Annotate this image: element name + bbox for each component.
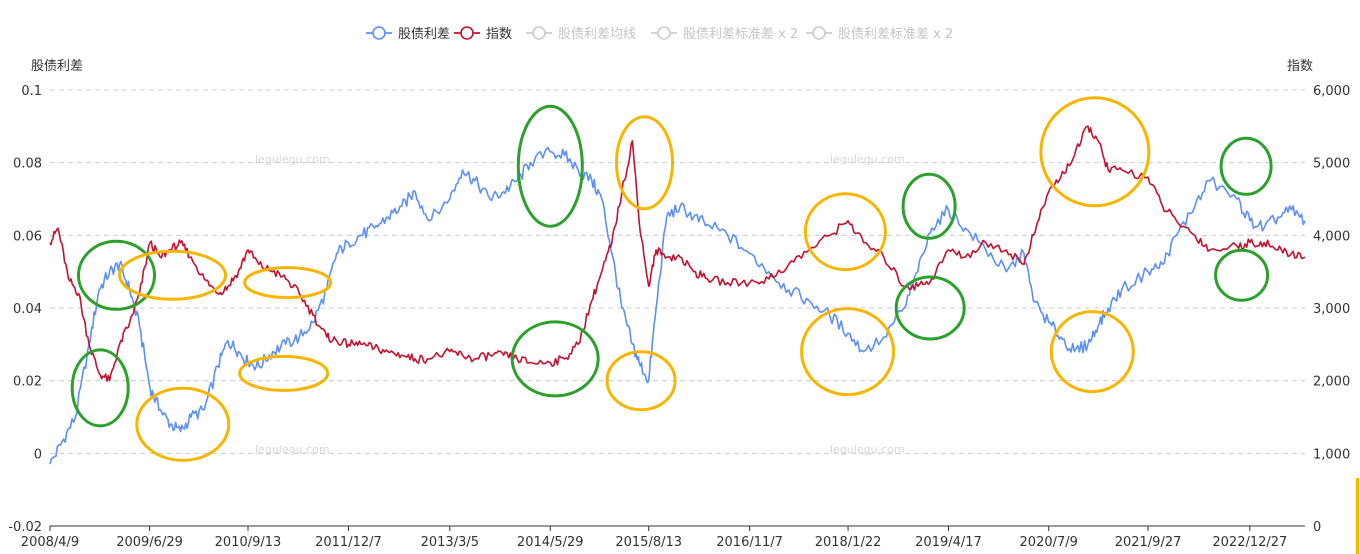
watermark-text: legulegu.com — [830, 443, 905, 456]
left-tick-label: 0 — [34, 447, 42, 462]
legend-item[interactable]: 股债利差 — [366, 26, 450, 42]
legend-item[interactable]: 股债利差标准差 x 2 — [651, 26, 798, 42]
annotation-circle — [516, 104, 584, 228]
right-tick-label: 1,000 — [1313, 447, 1350, 462]
annotation-circle — [1049, 310, 1135, 394]
left-axis-name: 股债利差 — [31, 59, 83, 74]
x-tick-label: 2008/4/9 — [21, 535, 79, 550]
right-tick-label: 5,000 — [1313, 157, 1350, 172]
annotation-circle — [615, 115, 674, 211]
legend-label: 指数 — [486, 27, 512, 42]
annotation-circle — [1039, 96, 1151, 208]
legend-item[interactable]: 指数 — [454, 26, 512, 42]
right-tick-label: 4,000 — [1313, 229, 1350, 244]
legend-label: 股债利差 — [398, 27, 450, 42]
legend-label: 股债利差标准差 x 2 — [838, 27, 953, 42]
annotation-circle — [135, 386, 231, 462]
annotation-circle — [803, 192, 887, 272]
watermark-text: legulegu.com — [255, 443, 330, 456]
x-tick-label: 2018/1/22 — [815, 535, 882, 550]
annotation-circle — [1214, 248, 1270, 302]
left-tick-label: 0.1 — [21, 84, 42, 99]
annotation-circle — [605, 350, 677, 412]
legend-circle-icon — [532, 26, 546, 40]
left-tick-label: 0.06 — [13, 229, 42, 244]
x-tick-label: 2019/4/17 — [915, 535, 982, 550]
x-tick-label: 2011/12/7 — [315, 535, 382, 550]
x-tick-label: 2009/6/29 — [116, 535, 183, 550]
annotation-circle — [800, 307, 896, 397]
series-lines — [49, 125, 1306, 465]
right-tick-label: 0 — [1313, 520, 1321, 535]
left-tick-label: 0.04 — [13, 302, 42, 317]
x-tick-label: 2021/9/27 — [1115, 535, 1182, 550]
right-axis-name: 指数 — [1287, 59, 1313, 74]
legend[interactable]: 股债利差 指数 股债利差均线 股债利差标准差 x 2 股债利差标准差 x 2 — [366, 26, 953, 42]
annotation-circle — [238, 354, 330, 392]
scroll-indicator — [1356, 478, 1359, 554]
legend-circle-icon — [812, 26, 826, 40]
series-line-index — [49, 125, 1306, 382]
x-tick-label: 2015/8/13 — [615, 535, 682, 550]
annotation-circle — [901, 172, 957, 240]
left-tick-label: 0.08 — [13, 157, 42, 172]
left-tick-label: -0.02 — [8, 520, 42, 535]
x-tick-label: 2016/11/7 — [716, 535, 783, 550]
annotation-circle — [77, 239, 156, 311]
grid-lines — [50, 89, 1305, 454]
annotation-circle — [894, 275, 966, 341]
right-tick-label: 2,000 — [1313, 375, 1350, 390]
x-tick-label: 2014/5/29 — [517, 535, 584, 550]
legend-circle-icon — [657, 26, 671, 40]
x-tick-label: 2010/9/13 — [215, 535, 282, 550]
right-tick-label: 3,000 — [1313, 302, 1350, 317]
watermark-text: legulegu.com — [255, 153, 330, 166]
legend-item[interactable]: 股债利差标准差 x 2 — [806, 26, 953, 42]
legend-item[interactable]: 股债利差均线 — [526, 26, 636, 42]
legend-circle-icon — [372, 26, 386, 40]
annotation-circle — [243, 266, 333, 300]
watermark-text: legulegu.com — [830, 153, 905, 166]
legend-label: 股债利差均线 — [558, 27, 636, 42]
axis-ticks: 0.1 6,000 0.08 5,000 0.06 4,000 0.04 3,000 0.02 2… — [8, 84, 1350, 550]
annotation-circle — [70, 348, 130, 428]
legend-label: 股债利差标准差 x 2 — [683, 27, 798, 42]
x-tick-label: 2013/3/5 — [421, 535, 479, 550]
x-tick-label: 2020/7/9 — [1020, 535, 1078, 550]
right-tick-label: 6,000 — [1313, 84, 1350, 99]
legend-circle-icon — [460, 26, 474, 40]
annotation-circle — [510, 320, 600, 398]
series-line-spread — [49, 146, 1306, 465]
annotation-circle — [1219, 136, 1273, 196]
x-tick-label: 2022/12/27 — [1212, 535, 1287, 550]
annotation-circle — [118, 249, 228, 301]
watermarks: legulegu.com legulegu.com legulegu.com legu… — [255, 153, 905, 456]
left-tick-label: 0.02 — [13, 375, 42, 390]
annotation-circles — [70, 96, 1273, 462]
